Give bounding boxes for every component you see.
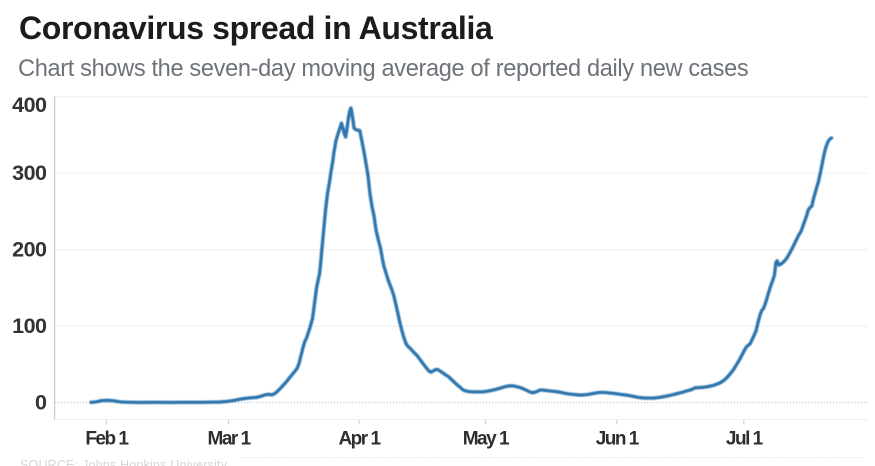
svg-text:100: 100 [12,314,47,338]
svg-text:400: 400 [12,93,47,117]
svg-text:0: 0 [35,391,47,415]
svg-text:300: 300 [12,161,47,185]
svg-text:Apr 1: Apr 1 [338,428,381,449]
svg-text:200: 200 [12,238,47,262]
svg-text:May 1: May 1 [463,428,510,449]
svg-text:Jun 1: Jun 1 [596,428,640,449]
svg-text:Mar 1: Mar 1 [208,428,252,449]
svg-text:Feb 1: Feb 1 [85,428,129,449]
svg-text:Jul 1: Jul 1 [726,428,764,449]
